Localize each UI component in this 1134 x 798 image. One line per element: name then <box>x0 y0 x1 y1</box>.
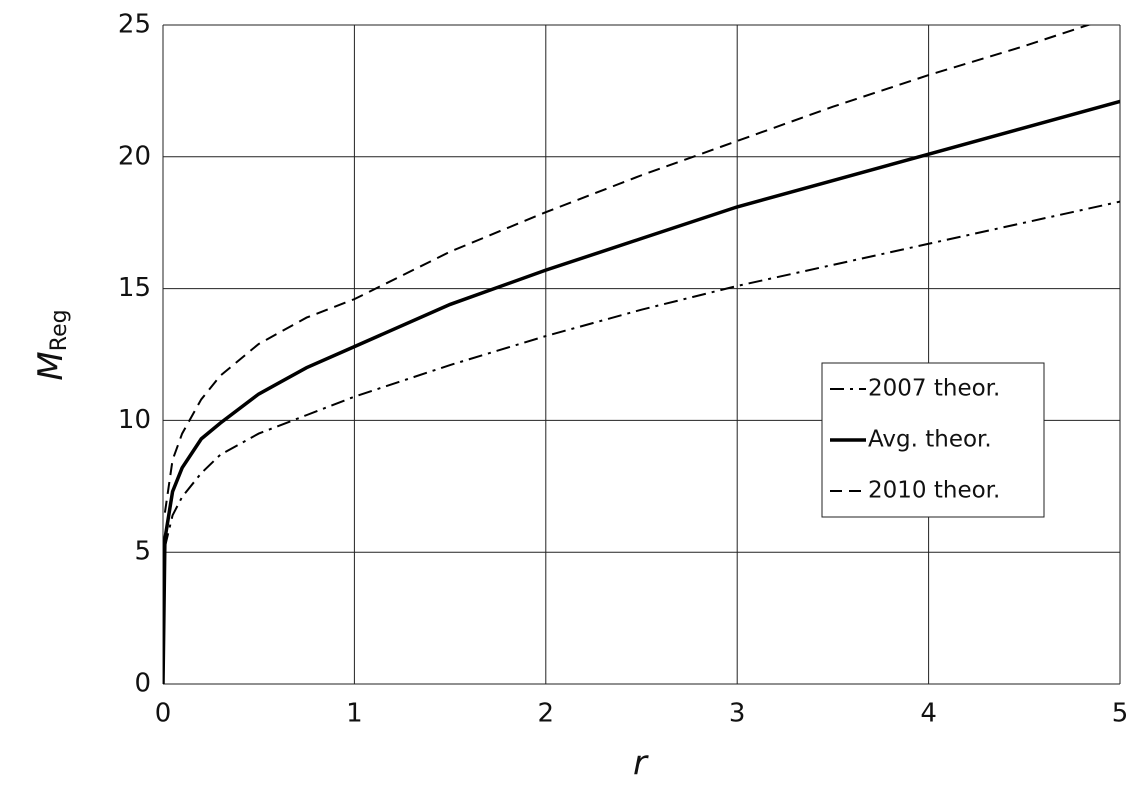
y-axis-label-main: M <box>31 351 71 380</box>
y-tick-label: 25 <box>118 10 151 40</box>
x-tick-label: 2 <box>538 699 555 729</box>
series-line <box>163 25 1092 513</box>
legend-label: 2007 theor. <box>868 376 1000 402</box>
y-tick-label: 20 <box>118 141 151 171</box>
x-tick-label: 5 <box>1112 699 1129 729</box>
y-tick-label: 0 <box>134 669 151 699</box>
y-tick-label: 10 <box>118 405 151 435</box>
plot-lines <box>163 25 1120 684</box>
series-line <box>163 200 1120 548</box>
y-tick-label: 15 <box>118 273 151 303</box>
y-tick-label: 5 <box>134 537 151 567</box>
x-tick-label: 4 <box>920 699 937 729</box>
series-line <box>163 99 1120 684</box>
x-tick-label: 0 <box>155 699 172 729</box>
legend-label: 2010 theor. <box>868 478 1000 504</box>
x-axis-label: r <box>633 744 649 784</box>
y-axis-label: MReg <box>31 309 73 380</box>
legend-label: Avg. theor. <box>868 427 992 453</box>
x-tick-label: 3 <box>729 699 746 729</box>
y-axis-label-subscript: Reg <box>47 309 72 351</box>
x-tick-label: 1 <box>346 699 363 729</box>
